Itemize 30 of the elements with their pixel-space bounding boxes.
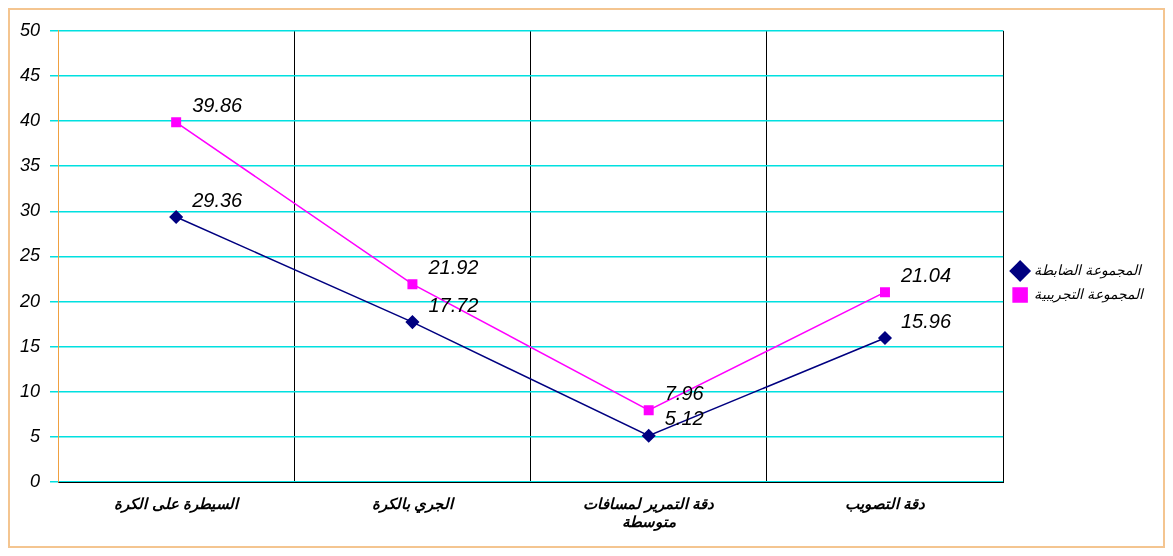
x-tick-label: دقة التصويب bbox=[844, 495, 927, 514]
data-label: 29.36 bbox=[191, 188, 244, 211]
y-tick-label: 0 bbox=[30, 471, 41, 491]
legend-label: المجموعة الضابطة bbox=[1034, 261, 1143, 279]
y-tick-label: 5 bbox=[30, 425, 42, 446]
data-label: 21.92 bbox=[427, 255, 479, 278]
y-tick-label: 40 bbox=[19, 110, 41, 131]
y-tick-label: 35 bbox=[19, 155, 41, 176]
point bbox=[879, 287, 890, 298]
x-tick-label: دقة التمرير لمسافات متوسطة bbox=[583, 495, 716, 532]
y-tick-label: 25 bbox=[18, 245, 41, 266]
point bbox=[405, 315, 420, 329]
data-label: 15.96 bbox=[900, 309, 952, 332]
y-tick-label: 20 bbox=[18, 290, 41, 311]
y-tick-label: 30 bbox=[19, 200, 41, 221]
legend-label: المجموعة التجريبية bbox=[1034, 285, 1145, 303]
y-tick-label: 50 bbox=[19, 19, 41, 40]
y-tick-label: 45 bbox=[19, 64, 41, 85]
data-label: 39.86 bbox=[192, 93, 244, 116]
y-tick-label: 15 bbox=[19, 335, 41, 356]
point bbox=[407, 279, 418, 290]
x-tick-label: الجري بالكرة bbox=[371, 495, 456, 514]
point bbox=[169, 210, 183, 224]
point bbox=[171, 117, 182, 128]
y-tick-label: 10 bbox=[19, 380, 41, 401]
x-tick-label: السيطرة على الكرة bbox=[114, 495, 240, 514]
data-label: 21.04 bbox=[899, 263, 952, 286]
point bbox=[641, 429, 656, 443]
point bbox=[643, 405, 654, 416]
point bbox=[878, 331, 892, 345]
